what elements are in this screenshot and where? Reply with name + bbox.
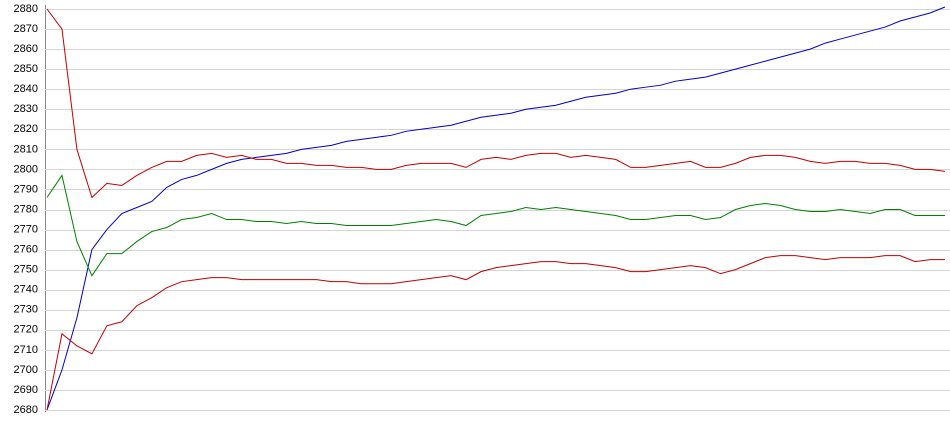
- y-tick-label: 2870: [14, 23, 38, 35]
- y-tick-label: 2750: [14, 264, 38, 276]
- y-tick-label: 2840: [14, 83, 38, 95]
- y-tick-label: 2710: [14, 344, 38, 356]
- y-tick-label: 2770: [14, 223, 38, 235]
- series-line: [46, 6, 946, 411]
- y-tick-label: 2730: [14, 304, 38, 316]
- y-tick-label: 2720: [14, 324, 38, 336]
- series-line: [46, 174, 945, 277]
- y-tick-label: 2700: [14, 364, 38, 376]
- series-line: [46, 255, 945, 411]
- y-tick-label: 2880: [14, 3, 38, 15]
- series-line: [46, 8, 946, 199]
- y-tick-label: 2690: [14, 384, 38, 396]
- y-tick-label: 2760: [14, 244, 38, 256]
- y-tick-label: 2740: [14, 284, 38, 296]
- y-tick-label: 2790: [14, 183, 38, 195]
- y-tick-label: 2860: [14, 43, 38, 55]
- y-tick-label: 2800: [14, 163, 38, 175]
- y-tick-label: 2830: [14, 103, 38, 115]
- y-tick-label: 2810: [14, 143, 38, 155]
- y-tick-label: 2850: [14, 63, 38, 75]
- y-tick-label: 2680: [14, 404, 38, 416]
- y-tick-label: 2780: [14, 203, 38, 215]
- y-tick-label: 2820: [14, 123, 38, 135]
